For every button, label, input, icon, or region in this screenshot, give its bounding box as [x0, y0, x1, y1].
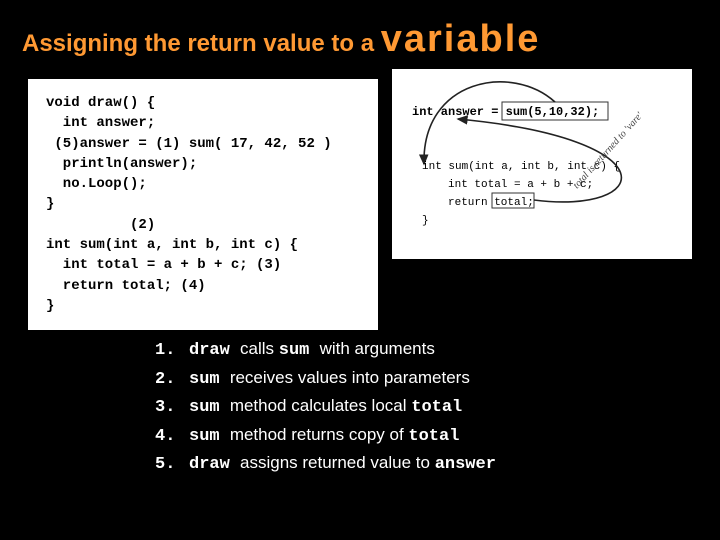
step-num: 5. [155, 452, 189, 478]
step-mid: method calculates local [230, 396, 411, 415]
step-mid: receives values into parameters [230, 368, 470, 387]
code-line: void draw() { [46, 95, 155, 111]
step-mono2: total [408, 427, 459, 446]
slide-title: Assigning the return value to a variable [0, 0, 720, 69]
code-line: } [46, 298, 54, 314]
step-text: sum method returns copy of total [189, 422, 459, 450]
diagram-func-body2: return total; [448, 197, 534, 209]
step-mid: calls [240, 339, 279, 358]
step-item: 2. sum receives values into parameters [155, 365, 720, 393]
step-mono: sum [189, 427, 230, 446]
step-mono: sum [189, 398, 230, 417]
title-large: variable [381, 18, 541, 60]
code-line: int total = a + b + c; (3) [46, 257, 281, 273]
step-item: 3. sum method calculates local total [155, 393, 720, 421]
code-line: return total; (4) [46, 278, 206, 294]
step-item: 5. draw assigns returned value to answer [155, 450, 720, 478]
step-item: 1. draw calls sum with arguments [155, 336, 720, 364]
flow-diagram: int answer = sum(5,10,32); int sum(int a… [392, 69, 692, 259]
step-mono: draw [189, 341, 240, 360]
diagram-annotation: total is returned to 'vare' [571, 110, 646, 191]
step-mid: assigns returned value to [240, 453, 435, 472]
code-line: int answer; [46, 115, 155, 131]
diagram-func-close: } [422, 215, 429, 227]
step-item: 4. sum method returns copy of total [155, 422, 720, 450]
diagram-svg: int answer = sum(5,10,32); int sum(int a… [392, 69, 692, 259]
step-mono: sum [189, 370, 230, 389]
step-num: 4. [155, 424, 189, 450]
code-line: } [46, 196, 54, 212]
step-post: with arguments [320, 339, 435, 358]
code-line: (5)answer = (1) sum( 17, 42, 52 ) [46, 136, 332, 152]
step-text: sum receives values into parameters [189, 365, 470, 393]
title-small: Assigning the return value to a [22, 30, 381, 57]
step-mono2: sum [279, 341, 320, 360]
diagram-line1: int answer = sum(5,10,32); [412, 105, 599, 119]
code-block: void draw() { int answer; (5)answer = (1… [28, 79, 378, 330]
code-line: int sum(int a, int b, int c) { [46, 237, 298, 253]
step-text: draw calls sum with arguments [189, 336, 435, 364]
code-line: no.Loop(); [46, 176, 147, 192]
step-num: 3. [155, 395, 189, 421]
step-mono2: total [411, 398, 462, 417]
step-mono2: answer [435, 455, 496, 474]
content-area: void draw() { int answer; (5)answer = (1… [0, 69, 720, 478]
steps-list: 1. draw calls sum with arguments 2. sum … [0, 330, 720, 478]
step-num: 1. [155, 338, 189, 364]
step-mono: draw [189, 455, 240, 474]
code-line: println(answer); [46, 156, 197, 172]
code-line: (2) [46, 217, 155, 233]
step-text: sum method calculates local total [189, 393, 462, 421]
step-mid: method returns copy of [230, 425, 409, 444]
step-text: draw assigns returned value to answer [189, 450, 496, 478]
step-num: 2. [155, 367, 189, 393]
